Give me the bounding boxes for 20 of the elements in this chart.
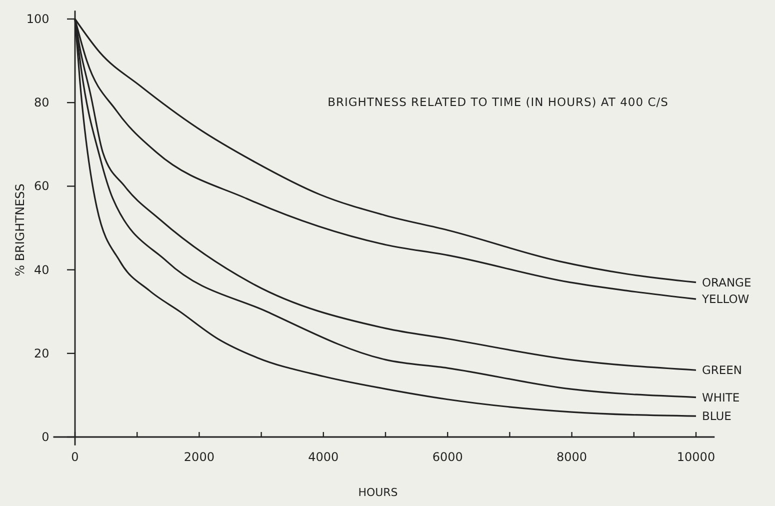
y-tick-label: 80: [34, 96, 50, 110]
text: BRIGHTNESS RELATED TO TIME (IN HOURS) AT 400 C/S: [328, 95, 668, 109]
y-tick-label: 40: [34, 262, 50, 277]
y-axis-title: % BRIGHTNESS: [13, 184, 27, 276]
series-label: BLUE: [702, 409, 732, 424]
x-tick-label: 4000: [308, 450, 339, 464]
y-tick-label: 0: [42, 430, 50, 444]
x-tick-label: 0: [71, 450, 79, 464]
x-axis-title: HOURS: [358, 486, 398, 499]
series-label: WHITE: [702, 390, 740, 404]
x-tick-label: 2000: [184, 450, 214, 464]
series-label: GREEN: [702, 363, 742, 378]
y-tick-label: 100: [26, 12, 50, 26]
y-tick-label: 20: [34, 346, 50, 360]
series-label: ORANGE: [702, 275, 752, 290]
series-label: YELLOW: [701, 292, 750, 306]
x-tick-label: 8000: [556, 450, 588, 464]
x-tick-label: 10000: [676, 450, 716, 464]
x-tick-label: 6000: [432, 450, 463, 464]
y-tick-label: 60: [34, 179, 50, 194]
